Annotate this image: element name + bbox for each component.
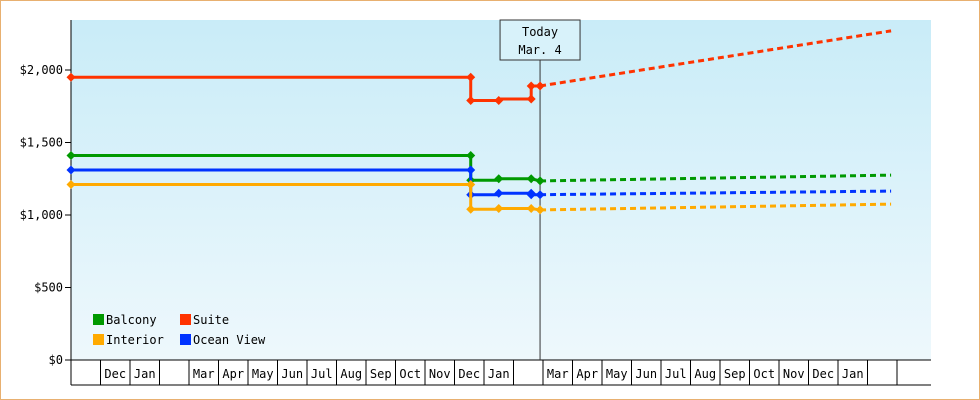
y-tick-label: $0 xyxy=(49,353,63,367)
data-point-ocean-view xyxy=(466,165,476,175)
today-box xyxy=(499,19,581,61)
data-point-suite xyxy=(466,72,476,82)
month-label: Aug xyxy=(340,367,362,381)
month-label: Jun xyxy=(281,367,303,381)
data-point-suite xyxy=(535,81,545,91)
data-point-ocean-view xyxy=(526,190,536,200)
data-point-ocean-view xyxy=(494,188,504,198)
data-point-suite xyxy=(526,94,536,104)
month-label: Dec xyxy=(104,367,126,381)
month-label: Sep xyxy=(724,367,746,381)
month-label: Jan xyxy=(488,367,510,381)
forecast-line-ocean-view xyxy=(540,189,892,197)
data-point-suite xyxy=(66,72,76,82)
today-marker: Today Mar. 4 xyxy=(499,19,581,360)
data-point-balcony xyxy=(526,174,536,184)
legend-swatch-suite xyxy=(180,314,191,325)
y-axis: $0 $500 $1,000 $1,500 $2,000 xyxy=(20,20,72,367)
series-lines xyxy=(66,29,892,215)
month-label: Apr xyxy=(576,367,598,381)
data-point-interior xyxy=(526,203,536,213)
month-label: Dec xyxy=(812,367,834,381)
y-tick-label: $1,500 xyxy=(20,136,63,150)
x-axis: Dec Jan Mar Apr May Jun Jul Aug Sep Oct Nov Dec Jan M… xyxy=(70,359,931,386)
data-point-suite xyxy=(466,95,476,105)
legend-label-interior: Interior xyxy=(106,333,164,347)
data-point-suite xyxy=(494,95,504,105)
legend-label-balcony: Balcony xyxy=(106,313,157,327)
legend-label-ocean-view: Ocean View xyxy=(193,333,266,347)
legend-label-suite: Suite xyxy=(193,313,229,327)
data-point-balcony xyxy=(66,151,76,161)
data-point-ocean-view xyxy=(535,190,545,200)
month-label: Oct xyxy=(753,367,775,381)
month-label: Sep xyxy=(370,367,392,381)
month-label: Mar xyxy=(193,367,215,381)
month-label: Jan xyxy=(134,367,156,381)
legend-swatch-interior xyxy=(93,334,104,345)
data-point-balcony xyxy=(535,176,545,186)
data-point-interior xyxy=(535,205,545,215)
data-point-balcony xyxy=(466,151,476,161)
forecast-line-interior xyxy=(540,202,892,212)
data-point-ocean-view xyxy=(66,165,76,175)
forecast-line-balcony xyxy=(540,173,892,183)
month-label: Jan xyxy=(842,367,864,381)
today-date: Mar. 4 xyxy=(518,43,561,57)
month-label: Aug xyxy=(694,367,716,381)
data-point-interior xyxy=(66,180,76,190)
data-point-suite xyxy=(526,81,536,91)
month-label: Jul xyxy=(665,367,687,381)
data-point-interior xyxy=(494,203,504,213)
legend: Balcony Suite Interior Ocean View xyxy=(93,313,266,347)
data-point-interior xyxy=(466,180,476,190)
month-label: Jul xyxy=(311,367,333,381)
month-label: Jun xyxy=(635,367,657,381)
month-label: May xyxy=(606,367,628,381)
month-label: Nov xyxy=(429,367,451,381)
y-tick-label: $1,000 xyxy=(20,208,63,222)
legend-swatch-ocean-view xyxy=(180,334,191,345)
month-label: Apr xyxy=(222,367,244,381)
plot-area xyxy=(71,20,931,360)
data-point-balcony xyxy=(494,174,504,184)
month-label: May xyxy=(252,367,274,381)
month-label: Dec xyxy=(458,367,480,381)
month-label: Mar xyxy=(547,367,569,381)
legend-swatch-balcony xyxy=(93,314,104,325)
today-label: Today xyxy=(522,25,558,39)
month-label: Nov xyxy=(783,367,805,381)
y-tick-label: $500 xyxy=(34,281,63,295)
y-tick-label: $2,000 xyxy=(20,63,63,77)
data-point-interior xyxy=(466,204,476,214)
month-label: Oct xyxy=(399,367,421,381)
